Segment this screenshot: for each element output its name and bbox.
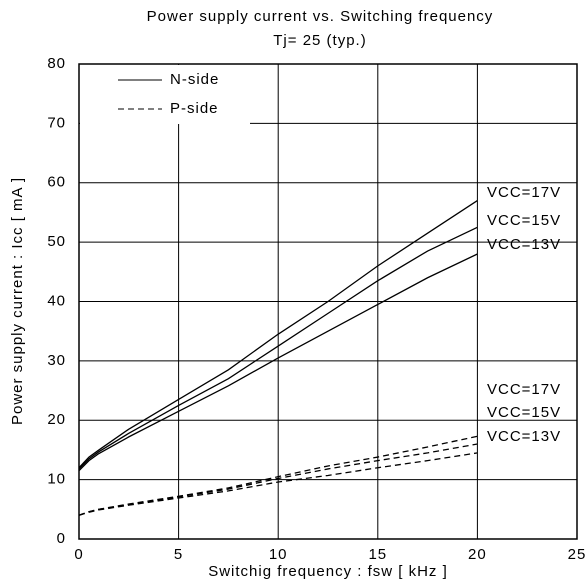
- y-tick-label: 60: [47, 174, 66, 191]
- plot-frame: [78, 63, 578, 540]
- y-axis-label: Power supply current : Icc [ mA ]: [9, 177, 26, 425]
- x-tick-label: 10: [269, 546, 288, 563]
- y-tick-label: 40: [47, 292, 66, 309]
- legend-label: P-side: [170, 100, 219, 117]
- x-axis-label: Switchig frequency : fsw [ kHz ]: [208, 563, 448, 580]
- series-line: [78, 443, 478, 516]
- y-tick-label: 10: [47, 471, 66, 488]
- series-label: VCC=15V: [487, 404, 561, 421]
- chart-title: Power supply current vs. Switching frequ…: [147, 8, 494, 25]
- x-tick-label: 5: [174, 546, 183, 563]
- x-tick-label: 25: [568, 546, 587, 563]
- x-tick-label: 20: [468, 546, 487, 563]
- series-line: [78, 435, 478, 516]
- series-line: [78, 452, 478, 516]
- y-tick-label: 50: [47, 233, 66, 250]
- x-tick-label: 15: [368, 546, 387, 563]
- series-label: VCC=17V: [487, 184, 561, 201]
- series-line: [78, 226, 478, 470]
- y-tick-label: 70: [47, 114, 66, 131]
- x-tick-label: 0: [74, 546, 83, 563]
- series-label: VCC=13V: [487, 236, 561, 253]
- y-tick-label: 30: [47, 352, 66, 369]
- series-line: [78, 253, 478, 472]
- chart-subtitle: Tj= 25 (typ.): [273, 32, 366, 49]
- series-label: VCC=17V: [487, 381, 561, 398]
- series-label: VCC=13V: [487, 428, 561, 445]
- y-tick-label: 80: [47, 55, 66, 72]
- series-line: [78, 200, 478, 469]
- series-label: VCC=15V: [487, 212, 561, 229]
- legend-box: [80, 65, 250, 124]
- y-tick-label: 0: [57, 530, 66, 547]
- y-tick-label: 20: [47, 411, 66, 428]
- legend-label: N-side: [170, 71, 219, 88]
